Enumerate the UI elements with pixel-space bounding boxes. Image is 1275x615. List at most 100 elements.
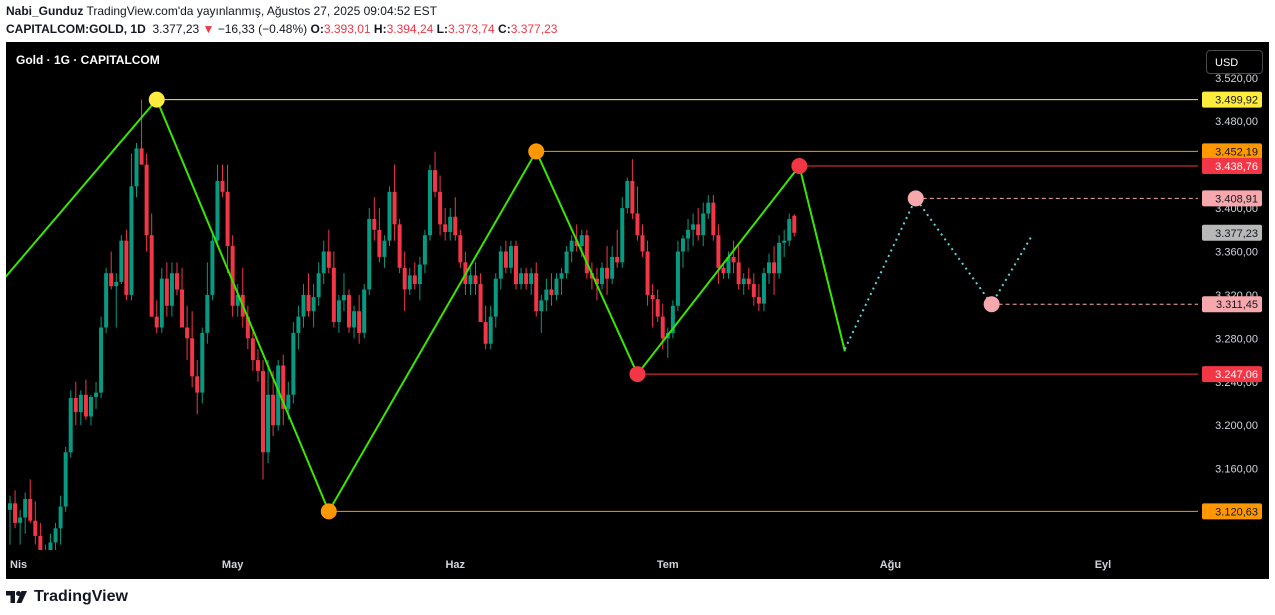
candle-body (701, 213, 706, 236)
candle (13, 490, 18, 529)
candle-body (554, 278, 559, 295)
candle-body (144, 164, 149, 236)
last-price-label: 3.377,23 (1202, 224, 1262, 241)
level-price-label-box (1202, 366, 1262, 383)
candle-body (331, 267, 336, 323)
candle-body (397, 224, 402, 268)
candle (99, 316, 104, 399)
candle-body (519, 273, 524, 285)
candle (341, 273, 346, 312)
candle (245, 305, 250, 350)
candle-body (311, 297, 316, 312)
candle-body (73, 398, 78, 413)
candle (119, 235, 124, 285)
candle-body (756, 297, 761, 304)
candle-body (539, 300, 544, 312)
candle-body (584, 235, 589, 274)
candle-body (433, 170, 438, 192)
candle-body (68, 398, 73, 453)
candle (539, 294, 544, 333)
candle-body (63, 452, 68, 507)
candle-body (200, 332, 205, 393)
candle-body (402, 267, 407, 290)
candle (625, 177, 630, 214)
candle (534, 262, 539, 317)
candle-body (559, 273, 564, 279)
candle-body (711, 202, 716, 236)
chart-panel[interactable]: 3.520,003.480,003.440,003.400,003.360,00… (6, 42, 1269, 579)
candle-body (640, 235, 645, 252)
candle-body (164, 278, 169, 306)
price-chart[interactable]: 3.520,003.480,003.440,003.400,003.360,00… (6, 42, 1269, 579)
high-value: 3.394,24 (386, 22, 434, 36)
candle (336, 294, 341, 333)
high-label: H: (373, 22, 387, 36)
x-tick-label: Eyl (1095, 559, 1112, 571)
candle (544, 278, 549, 312)
candle-body (438, 191, 443, 225)
candle-body (731, 256, 736, 263)
candle (291, 322, 296, 404)
x-tick-label: Haz (445, 559, 465, 571)
candle-body (635, 213, 640, 236)
candle (473, 262, 478, 295)
candle (321, 240, 326, 285)
candle (554, 273, 559, 301)
candle-body (38, 535, 43, 550)
candle (215, 164, 220, 247)
candle-body (205, 294, 210, 333)
candle (468, 267, 473, 295)
candle-body (741, 278, 746, 285)
candle-body (94, 392, 99, 397)
candle (741, 273, 746, 295)
candle (88, 394, 93, 426)
y-tick-label: 3.200,00 (1215, 420, 1258, 432)
candle-body (185, 327, 190, 339)
candle (8, 495, 12, 545)
candle-body (129, 186, 134, 295)
candle (675, 240, 680, 312)
candle (83, 379, 88, 420)
candle-body (736, 262, 741, 285)
candle-body (336, 300, 341, 323)
candle-body (483, 322, 488, 344)
candle-body (377, 229, 382, 257)
candle (711, 195, 716, 241)
candle (139, 99, 144, 165)
candle-body (574, 240, 579, 247)
open-value: 3.393,01 (323, 22, 371, 36)
candle-body (99, 327, 104, 393)
candle-body (18, 517, 23, 523)
candle (498, 246, 503, 290)
x-tick-label: May (222, 559, 244, 571)
candle-body (417, 264, 422, 285)
candle (23, 492, 28, 534)
candle-body (772, 262, 777, 274)
candle (306, 273, 311, 317)
candle (174, 262, 179, 295)
candle-body (53, 528, 58, 543)
candle (635, 186, 640, 241)
currency-button[interactable]: USD (1206, 50, 1263, 74)
pivot-marker (907, 190, 924, 207)
candle-body (569, 240, 574, 252)
candle-body (792, 215, 797, 233)
candle (483, 305, 488, 350)
candle-body (367, 218, 372, 290)
candle (33, 501, 38, 545)
candle-body (468, 275, 473, 285)
candle-body (534, 273, 539, 312)
candle-body (549, 289, 554, 295)
candle-body (159, 278, 164, 328)
level-price-label-box (1202, 158, 1262, 175)
candle-body (387, 191, 392, 241)
candle-body (291, 332, 296, 395)
candle (185, 305, 190, 361)
candle (63, 446, 68, 513)
candle-body (210, 240, 215, 295)
level-price-label-box (1202, 143, 1262, 160)
candle (104, 267, 109, 333)
pivot-marker (629, 366, 646, 383)
candle-body (281, 365, 286, 409)
author-name: Nabi_Gunduz (6, 4, 84, 18)
